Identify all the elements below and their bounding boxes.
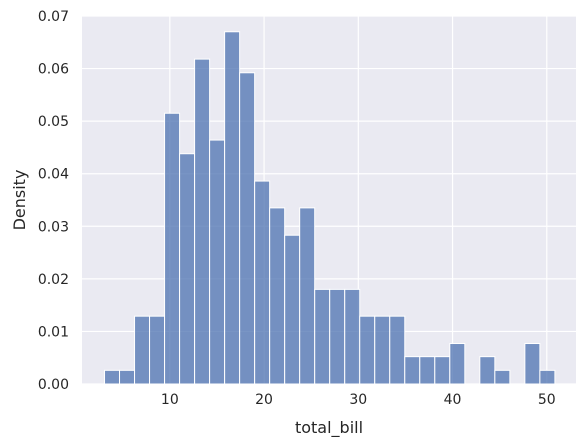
histogram-bar <box>314 288 331 385</box>
y-tick-label: 0.07 <box>38 9 69 25</box>
histogram-bar <box>434 356 451 385</box>
histogram-bar <box>179 153 196 385</box>
histogram-bar <box>299 207 316 385</box>
y-tick-label: 0.03 <box>38 219 69 235</box>
histogram-bar <box>254 180 271 385</box>
x-tick-label: 10 <box>161 392 179 408</box>
histogram-bar <box>449 343 466 385</box>
histogram-bar <box>329 288 346 385</box>
y-tick-label: 0.06 <box>38 62 69 78</box>
histogram-bar <box>164 112 181 385</box>
histogram-bar <box>269 207 286 385</box>
y-tick-label: 0.00 <box>38 377 69 393</box>
histogram-bar <box>419 356 436 385</box>
histogram-bar <box>344 288 361 385</box>
x-tick-label: 40 <box>444 392 462 408</box>
histogram-bar <box>134 315 151 385</box>
histogram-bar <box>119 369 136 385</box>
histogram-bar <box>494 369 511 385</box>
y-tick-label: 0.01 <box>38 324 69 340</box>
y-tick-label: 0.04 <box>38 167 69 183</box>
histogram-bar <box>524 343 541 385</box>
histogram-bar <box>479 356 496 385</box>
x-tick-label: 20 <box>255 392 273 408</box>
y-axis-ticks: 0.00 0.01 0.02 0.03 0.04 0.05 0.06 0.07 <box>38 9 69 393</box>
y-axis-label: Density <box>10 170 29 231</box>
x-axis-label: total_bill <box>295 418 363 438</box>
histogram-bar <box>389 315 406 385</box>
histogram-bar <box>539 369 556 385</box>
histogram-bar <box>209 139 226 385</box>
histogram-bar <box>194 58 211 385</box>
y-tick-label: 0.05 <box>38 114 69 130</box>
histogram-bar <box>104 369 121 385</box>
histogram-bar <box>374 315 391 385</box>
x-tick-label: 50 <box>538 392 556 408</box>
histogram-bar <box>404 356 421 385</box>
y-tick-label: 0.02 <box>38 272 69 288</box>
histogram-bar <box>224 31 241 385</box>
histogram-bar <box>284 234 301 385</box>
x-tick-label: 30 <box>349 392 367 408</box>
x-axis-ticks: 10 20 30 40 50 <box>161 392 556 408</box>
histogram-bar <box>359 315 376 385</box>
histogram-bar <box>149 315 166 385</box>
histogram-bar <box>239 72 256 385</box>
histogram-bars <box>104 31 556 385</box>
